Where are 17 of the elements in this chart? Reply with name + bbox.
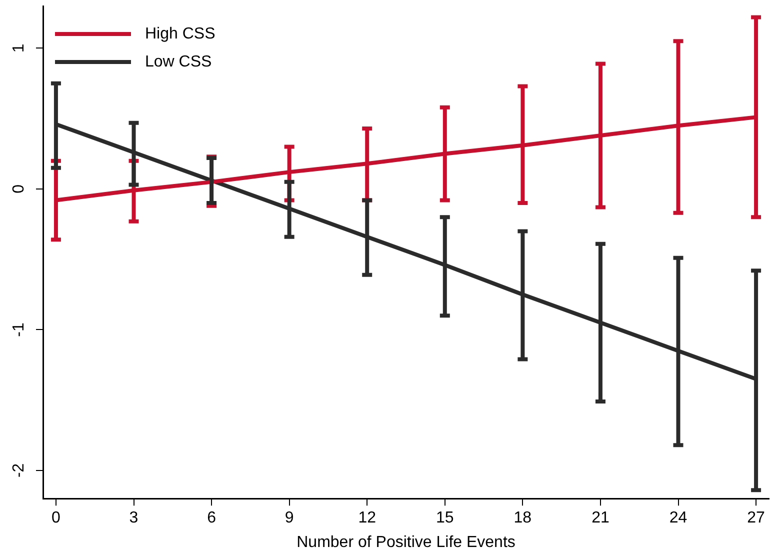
x-tick-label: 0 — [52, 510, 61, 527]
x-axis-title: Number of Positive Life Events — [296, 534, 516, 551]
y-tick-label: 0 — [10, 184, 28, 194]
x-tick-label: 12 — [358, 510, 376, 527]
x-tick-label: 6 — [207, 510, 216, 527]
x-tick-label: 27 — [747, 510, 766, 527]
legend-label: Low CSS — [145, 53, 212, 70]
x-tick-label: 18 — [514, 510, 532, 527]
x-tick-label: 3 — [129, 510, 138, 527]
y-tick-label: 1 — [10, 44, 28, 53]
y-tick-label: -1 — [10, 322, 28, 337]
x-tick-label: 9 — [284, 510, 294, 527]
x-tick-label: 15 — [436, 510, 454, 527]
y-tick-label: -2 — [10, 463, 28, 478]
x-tick-label: 24 — [669, 510, 688, 527]
x-tick-label: 21 — [592, 510, 610, 527]
legend-label: High CSS — [145, 25, 216, 42]
